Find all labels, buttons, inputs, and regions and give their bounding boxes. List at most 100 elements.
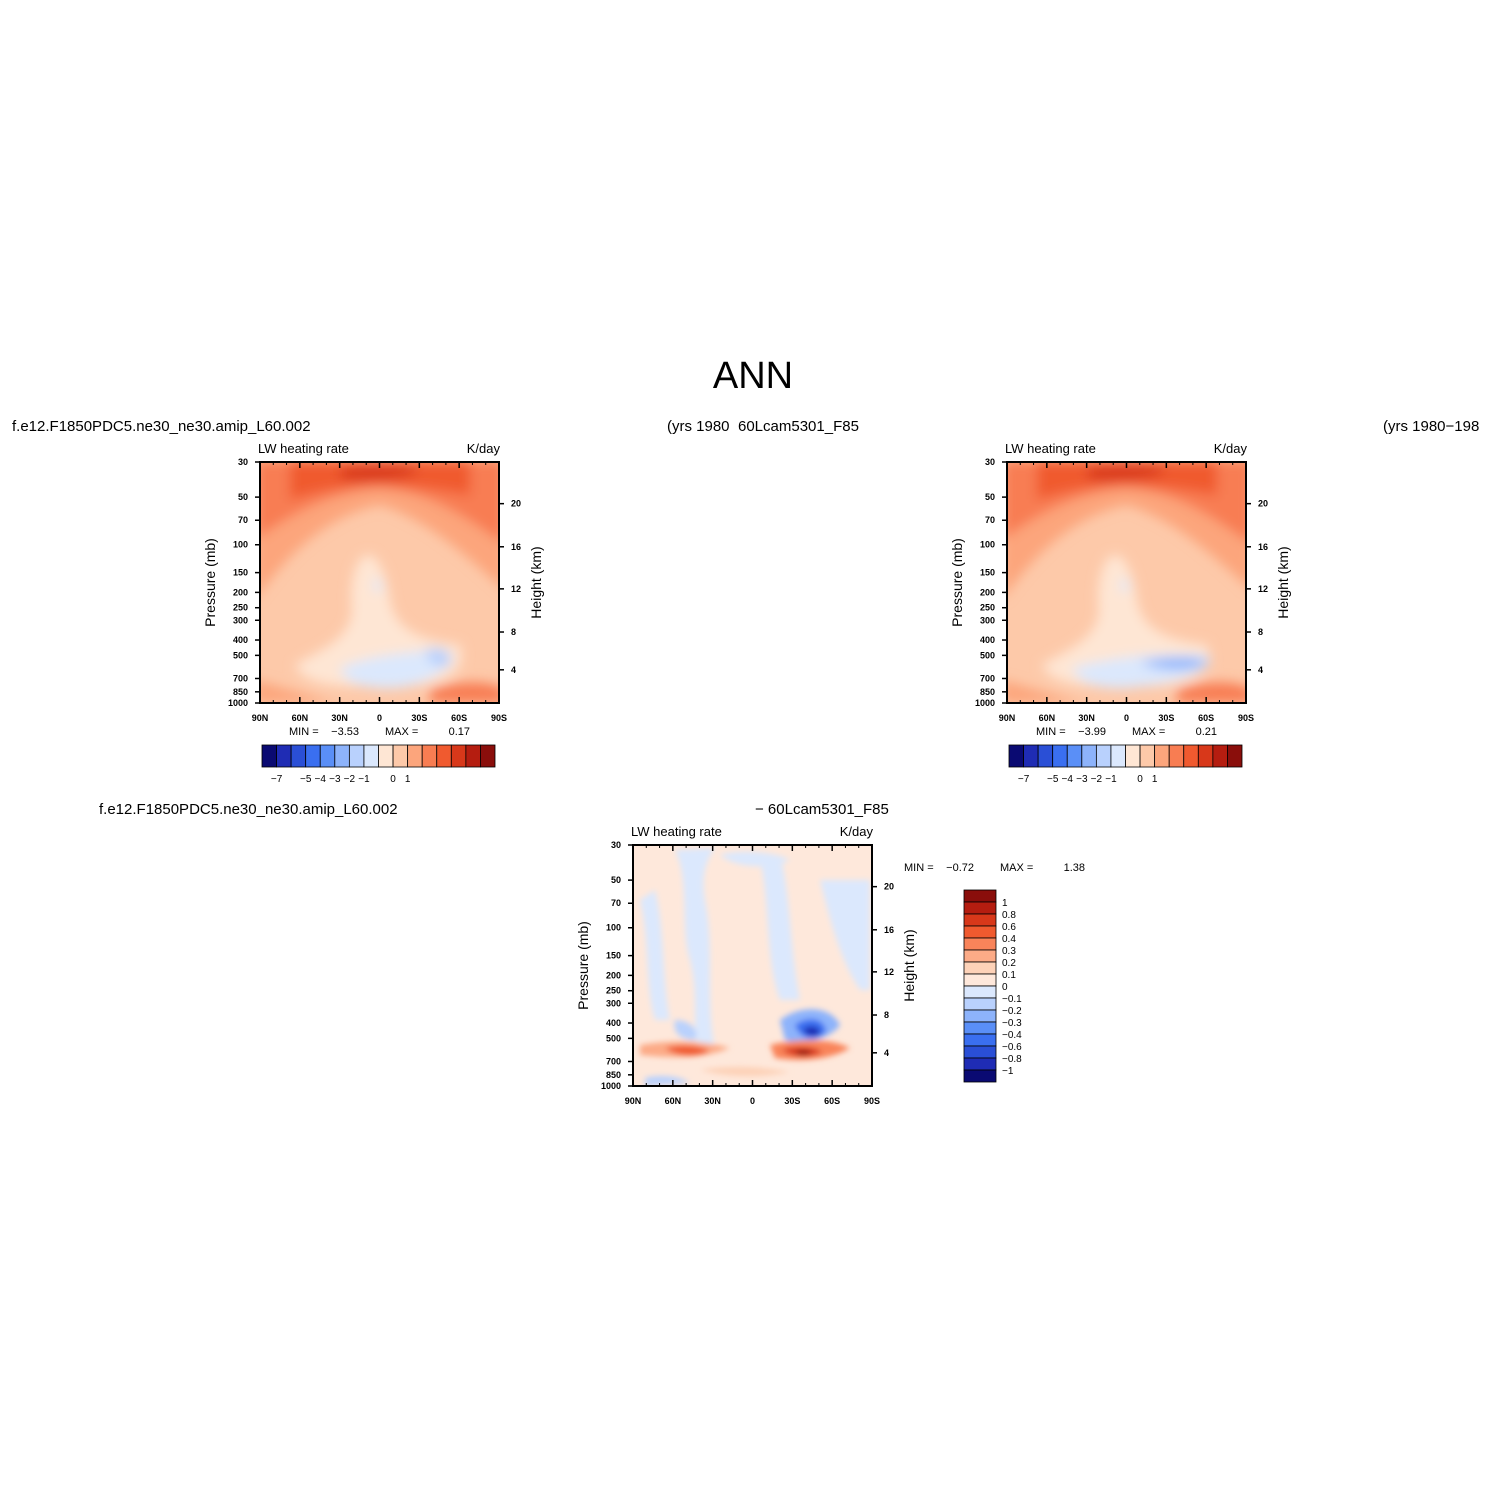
min-label: MIN = bbox=[289, 726, 319, 738]
colorbar-swatch bbox=[1139, 744, 1156, 768]
colorbar-swatch bbox=[963, 1045, 997, 1059]
colorbar-swatch bbox=[963, 1069, 997, 1083]
y-tick-label: 200 bbox=[606, 970, 621, 980]
y-tick-label: 850 bbox=[233, 687, 248, 697]
y-tick-label: 150 bbox=[233, 568, 248, 578]
colorbar-label: −1 bbox=[1105, 774, 1117, 785]
colorbar-label: −0.2 bbox=[1002, 1006, 1022, 1017]
colorbar-swatch bbox=[1154, 744, 1170, 768]
x-tick-label: 60N bbox=[292, 713, 309, 723]
colorbar-label: 0.2 bbox=[1002, 958, 1016, 969]
y-tick-label: 150 bbox=[606, 951, 621, 961]
colorbar-swatch bbox=[407, 744, 423, 768]
y-tick-label: 1000 bbox=[975, 698, 995, 708]
colorbar-swatch bbox=[348, 744, 365, 768]
colorbar-swatch bbox=[305, 744, 321, 768]
colorbar-swatch bbox=[261, 744, 277, 768]
colorbar-swatch bbox=[1183, 744, 1199, 768]
x-tick-label: 90N bbox=[252, 713, 269, 723]
panel-title-units: K/day bbox=[467, 441, 501, 456]
years-label-2: (yrs 1980−198 bbox=[1383, 418, 1479, 435]
colorbar-swatch bbox=[1052, 744, 1068, 768]
y-tick-label: 400 bbox=[233, 635, 248, 645]
y-tick-label: 850 bbox=[980, 687, 995, 697]
x-tick-label: 60S bbox=[824, 1096, 840, 1106]
colorbar-swatch bbox=[421, 744, 438, 768]
colorbar-swatch bbox=[1168, 744, 1185, 768]
x-tick-label: 0 bbox=[1124, 713, 1129, 723]
colorbar-swatch bbox=[963, 973, 997, 987]
max-label: MAX = bbox=[1000, 862, 1033, 874]
colorbar-swatch bbox=[1110, 744, 1126, 768]
colorbar-label: 1 bbox=[1152, 774, 1158, 785]
colorbar-label: −0.1 bbox=[1002, 994, 1022, 1005]
x-tick-label: 90S bbox=[1238, 713, 1254, 723]
x-tick-label: 30S bbox=[411, 713, 427, 723]
panel-title-left: LW heating rate bbox=[1005, 441, 1096, 456]
colorbar: 10.80.60.40.30.20.10−0.1−0.2−0.3−0.4−0.6… bbox=[963, 889, 1022, 1083]
colorbar-swatch bbox=[363, 744, 379, 768]
y-tick-label: 150 bbox=[980, 568, 995, 578]
y-tick-label: 700 bbox=[980, 673, 995, 683]
colorbar-swatch bbox=[1212, 744, 1228, 768]
y-tick-label: 70 bbox=[611, 898, 621, 908]
x-tick-label: 30N bbox=[1078, 713, 1095, 723]
colorbar-label: 0.4 bbox=[1002, 934, 1016, 945]
colorbar-label: −3 bbox=[1076, 774, 1088, 785]
panel-title-units: K/day bbox=[1214, 441, 1248, 456]
y-axis-label: Pressure (mb) bbox=[949, 538, 965, 627]
y-right-tick-label: 4 bbox=[1258, 665, 1263, 675]
y-tick-label: 250 bbox=[606, 986, 621, 996]
y-tick-label: 100 bbox=[233, 540, 248, 550]
min-label: MIN = bbox=[1036, 726, 1066, 738]
y-tick-label: 850 bbox=[606, 1070, 621, 1080]
colorbar-swatch bbox=[480, 744, 496, 768]
colorbar-swatch bbox=[392, 744, 409, 768]
colorbar-label: 0.1 bbox=[1002, 970, 1016, 981]
colorbar-swatch bbox=[963, 1009, 997, 1023]
colorbar-swatch bbox=[334, 744, 350, 768]
colorbar-label: −0.4 bbox=[1002, 1030, 1022, 1041]
contour-field-control bbox=[1007, 462, 1246, 703]
case-title-right: 60Lcam5301_F85 bbox=[738, 418, 859, 435]
y-tick-label: 300 bbox=[233, 615, 248, 625]
min-value: −0.72 bbox=[946, 862, 974, 874]
colorbar-label: 0.8 bbox=[1002, 910, 1016, 921]
min-value: −3.99 bbox=[1078, 726, 1106, 738]
y-tick-label: 50 bbox=[985, 492, 995, 502]
colorbar-label: 0 bbox=[1002, 982, 1008, 993]
colorbar-label: −1 bbox=[1002, 1066, 1014, 1077]
colorbar-swatch bbox=[963, 1057, 997, 1071]
colorbar-swatch bbox=[963, 997, 997, 1011]
colorbar-label: 0.3 bbox=[1002, 946, 1016, 957]
colorbar-label: −7 bbox=[1018, 774, 1030, 785]
y-right-tick-label: 16 bbox=[884, 925, 894, 935]
x-tick-label: 60S bbox=[451, 713, 467, 723]
panel-title-units: K/day bbox=[840, 824, 874, 839]
y-tick-label: 250 bbox=[980, 603, 995, 613]
max-value: 0.21 bbox=[1196, 726, 1217, 738]
max-label: MAX = bbox=[385, 726, 418, 738]
colorbar-swatch bbox=[1125, 744, 1141, 768]
colorbar-swatch bbox=[963, 901, 997, 915]
colorbar-swatch bbox=[378, 744, 394, 768]
y-right-tick-label: 20 bbox=[511, 499, 521, 509]
colorbar-label: −4 bbox=[1062, 774, 1074, 785]
y-tick-label: 30 bbox=[611, 840, 621, 850]
colorbar-label: 0 bbox=[1137, 774, 1143, 785]
panel-title-left: LW heating rate bbox=[258, 441, 349, 456]
colorbar-swatch bbox=[290, 744, 307, 768]
colorbar-label: 1 bbox=[405, 774, 411, 785]
min-value: −3.53 bbox=[331, 726, 359, 738]
y-right-tick-label: 4 bbox=[884, 1048, 889, 1058]
colorbar: −7 −5 −4 −3 −2 −1 0 1 bbox=[1008, 744, 1243, 785]
colorbar-swatch bbox=[963, 961, 997, 975]
colorbar-label: −7 bbox=[271, 774, 283, 785]
panel-title-left: LW heating rate bbox=[631, 824, 722, 839]
contour-field-difference bbox=[633, 845, 872, 1086]
y-axis-label-right: Height (km) bbox=[901, 929, 917, 1001]
contour-field-model bbox=[260, 462, 499, 703]
colorbar-swatch bbox=[1008, 744, 1024, 768]
colorbar-label: −5 bbox=[300, 774, 312, 785]
